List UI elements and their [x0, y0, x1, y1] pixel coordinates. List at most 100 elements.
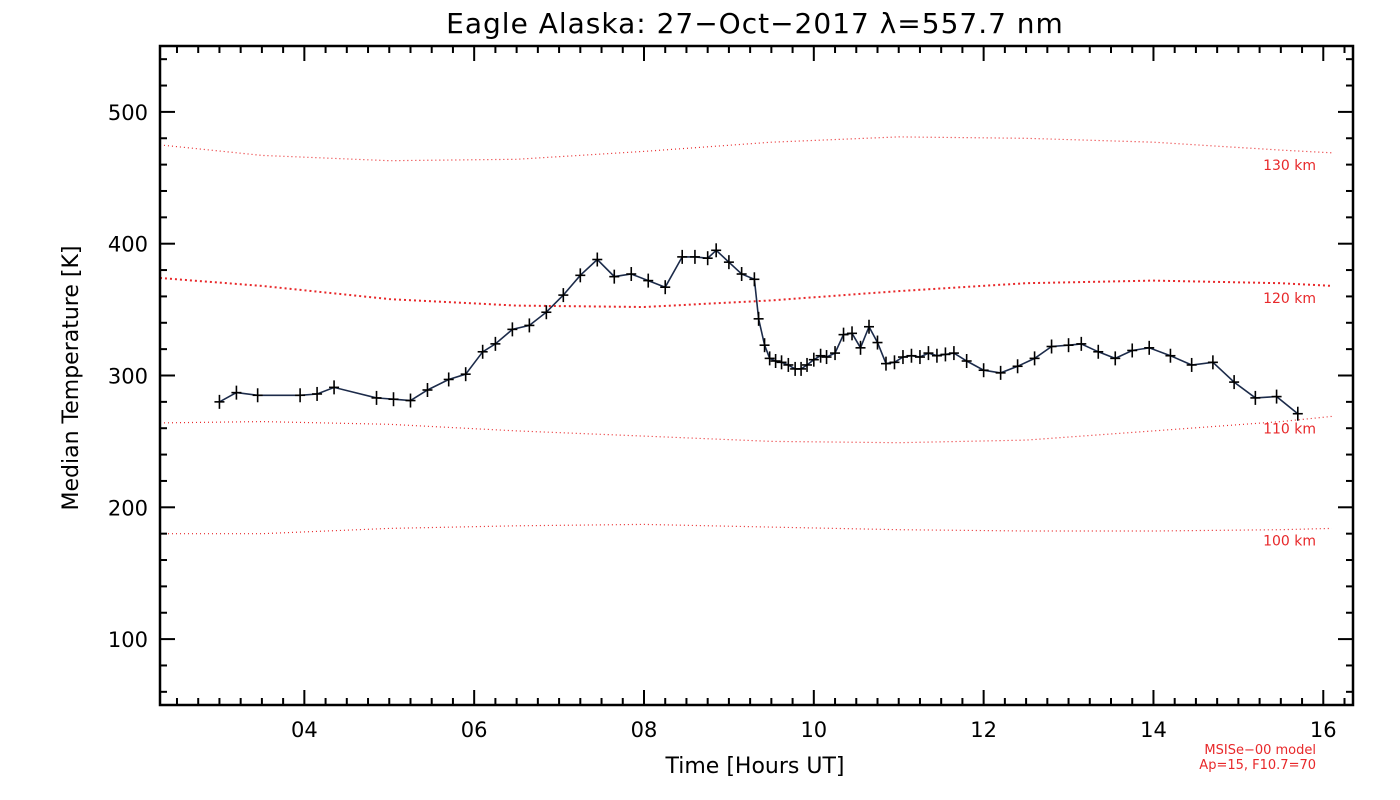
data-point-marker	[388, 392, 399, 407]
data-point-marker	[906, 348, 917, 363]
model-curve-label: 130 km	[1263, 158, 1316, 174]
data-point-marker	[477, 344, 488, 359]
data-point-marker	[753, 311, 764, 326]
data-point-marker	[889, 355, 900, 370]
x-tick-label: 04	[291, 718, 318, 742]
data-point-marker	[808, 352, 819, 367]
data-point-marker	[1292, 406, 1303, 421]
data-point-marker	[1144, 340, 1155, 355]
model-curve-100-km	[160, 523, 1332, 535]
data-point-marker	[660, 280, 671, 295]
data-point-marker	[575, 268, 586, 283]
data-point-marker	[736, 267, 747, 282]
tick-marks	[160, 46, 1353, 705]
model-curve-120-km	[159, 277, 1332, 309]
data-point-marker	[961, 354, 972, 369]
data-point-marker	[783, 357, 794, 372]
data-point-marker	[802, 357, 813, 372]
data-point-marker	[371, 390, 382, 405]
data-point-marker	[855, 340, 866, 355]
data-point-marker	[1093, 344, 1104, 359]
data-point-marker	[524, 318, 535, 333]
y-axis-label: Median Temperature [K]	[59, 246, 84, 511]
data-point-marker	[764, 351, 775, 366]
data-point-marker	[702, 251, 713, 266]
data-point-marker	[978, 363, 989, 378]
data-point-marker	[677, 249, 688, 264]
y-tick-label: 300	[108, 365, 148, 389]
data-point-marker	[541, 305, 552, 320]
data-point-marker	[1127, 343, 1138, 358]
data-point-marker	[723, 255, 734, 270]
data-point-marker	[914, 350, 925, 365]
data-point-marker	[405, 393, 416, 408]
data-point-marker	[1250, 390, 1261, 405]
data-point-marker	[1029, 351, 1040, 366]
data-point-marker	[776, 355, 787, 370]
data-point-marker	[507, 322, 518, 337]
model-parameters-annotation: Ap=15, F10.7=70	[1199, 758, 1316, 773]
data-point-marker	[295, 388, 306, 403]
data-point-marker	[759, 338, 770, 353]
data-point-marker	[1165, 348, 1176, 363]
data-point-marker	[1076, 336, 1087, 351]
x-tick-label: 08	[631, 718, 658, 742]
model-curve-label: 100 km	[1263, 533, 1316, 549]
model-curve-label: 120 km	[1263, 291, 1316, 307]
model-annotation: MSISe−00 model	[1204, 743, 1316, 758]
y-tick-label: 500	[108, 101, 148, 125]
data-point-marker	[643, 273, 654, 288]
data-point-marker	[626, 267, 637, 282]
x-tick-label: 06	[461, 718, 488, 742]
data-point-marker	[312, 386, 323, 401]
data-point-marker	[1046, 339, 1057, 354]
data-point-marker	[897, 350, 908, 365]
data-point-marker	[1207, 355, 1218, 370]
y-tick-label: 100	[108, 628, 148, 652]
data-series	[214, 243, 1303, 421]
model-curve-label: 110 km	[1263, 421, 1316, 437]
data-point-marker	[923, 346, 934, 361]
data-point-marker	[1271, 389, 1282, 404]
data-point-marker	[1110, 351, 1121, 366]
data-point-marker	[864, 319, 875, 334]
data-point-marker	[749, 272, 760, 287]
data-point-marker	[1186, 357, 1197, 372]
plot-frame	[158, 44, 1355, 707]
model-curve-130-km	[159, 136, 1332, 162]
data-point-marker	[1012, 359, 1023, 374]
series-line	[219, 249, 1299, 415]
data-point-marker	[847, 326, 858, 341]
data-point-marker	[689, 249, 700, 264]
data-point-marker	[460, 367, 471, 382]
data-point-marker	[592, 252, 603, 267]
data-point-marker	[1229, 375, 1240, 390]
data-point-marker	[558, 288, 569, 303]
model-curves: 100 km 110 km 120 km 130 km	[159, 136, 1332, 549]
data-point-marker	[231, 385, 242, 400]
data-point-marker	[821, 350, 832, 365]
model-curve-110-km	[159, 415, 1332, 444]
data-point-marker	[422, 382, 433, 397]
data-point-marker	[931, 348, 942, 363]
tick-labels: 04 06 08 10 12 14 16 100 200 300 400 500	[108, 101, 1337, 742]
data-point-marker	[815, 348, 826, 363]
data-point-marker	[609, 269, 620, 284]
plot-axes	[158, 44, 1355, 707]
data-point-marker	[770, 354, 781, 369]
data-point-marker	[214, 394, 225, 409]
data-point-marker	[940, 347, 951, 362]
data-point-marker	[838, 327, 849, 342]
data-point-marker	[872, 335, 883, 350]
data-point-marker	[1063, 338, 1074, 353]
x-tick-label: 12	[970, 718, 997, 742]
y-tick-label: 400	[108, 233, 148, 257]
chart-title: Eagle Alaska: 27−Oct−2017 λ=557.7 nm	[446, 7, 1064, 40]
data-point-marker	[948, 346, 959, 361]
data-point-marker	[443, 372, 454, 387]
data-point-marker	[796, 361, 807, 376]
data-point-marker	[711, 243, 722, 258]
x-tick-label: 14	[1140, 718, 1167, 742]
data-point-marker	[490, 336, 501, 351]
x-axis-label: Time [Hours UT]	[665, 754, 845, 779]
